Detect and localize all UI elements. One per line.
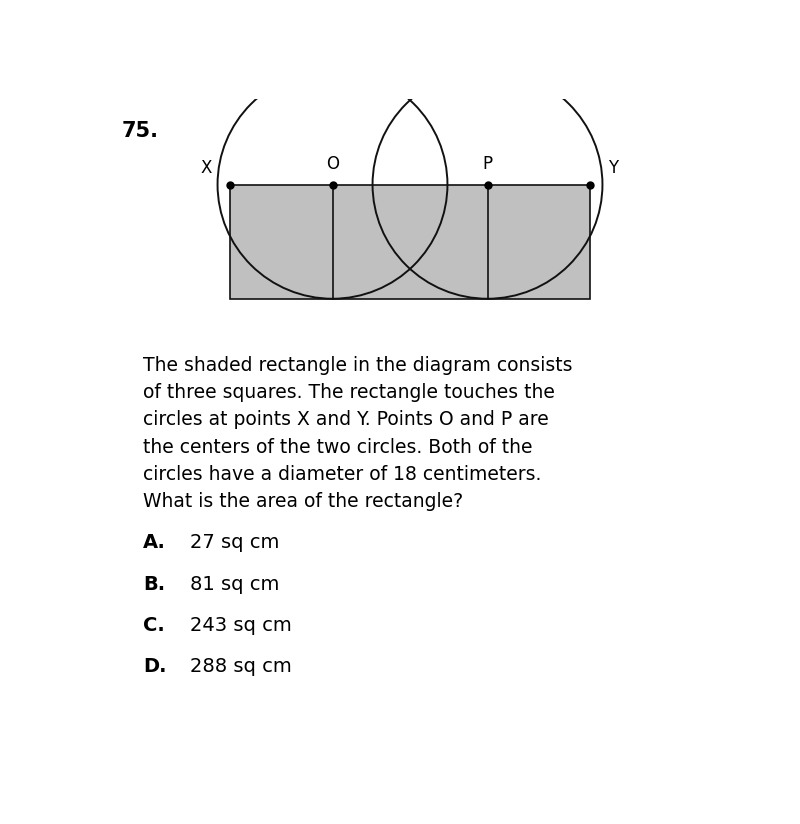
Text: P: P xyxy=(482,155,493,173)
Text: C.: C. xyxy=(143,616,165,635)
Text: 27 sq cm: 27 sq cm xyxy=(190,533,279,553)
Text: 75.: 75. xyxy=(122,121,158,141)
Text: 81 sq cm: 81 sq cm xyxy=(190,575,279,594)
Text: D.: D. xyxy=(143,658,167,677)
Text: O: O xyxy=(326,155,339,173)
Text: The shaded rectangle in the diagram consists
of three squares. The rectangle tou: The shaded rectangle in the diagram cons… xyxy=(143,356,573,511)
Text: B.: B. xyxy=(143,575,166,594)
Text: A.: A. xyxy=(143,533,166,553)
Text: Y: Y xyxy=(609,159,618,177)
Text: 243 sq cm: 243 sq cm xyxy=(190,616,292,635)
Text: X: X xyxy=(200,159,211,177)
Bar xyxy=(230,185,590,299)
Text: 288 sq cm: 288 sq cm xyxy=(190,658,292,677)
